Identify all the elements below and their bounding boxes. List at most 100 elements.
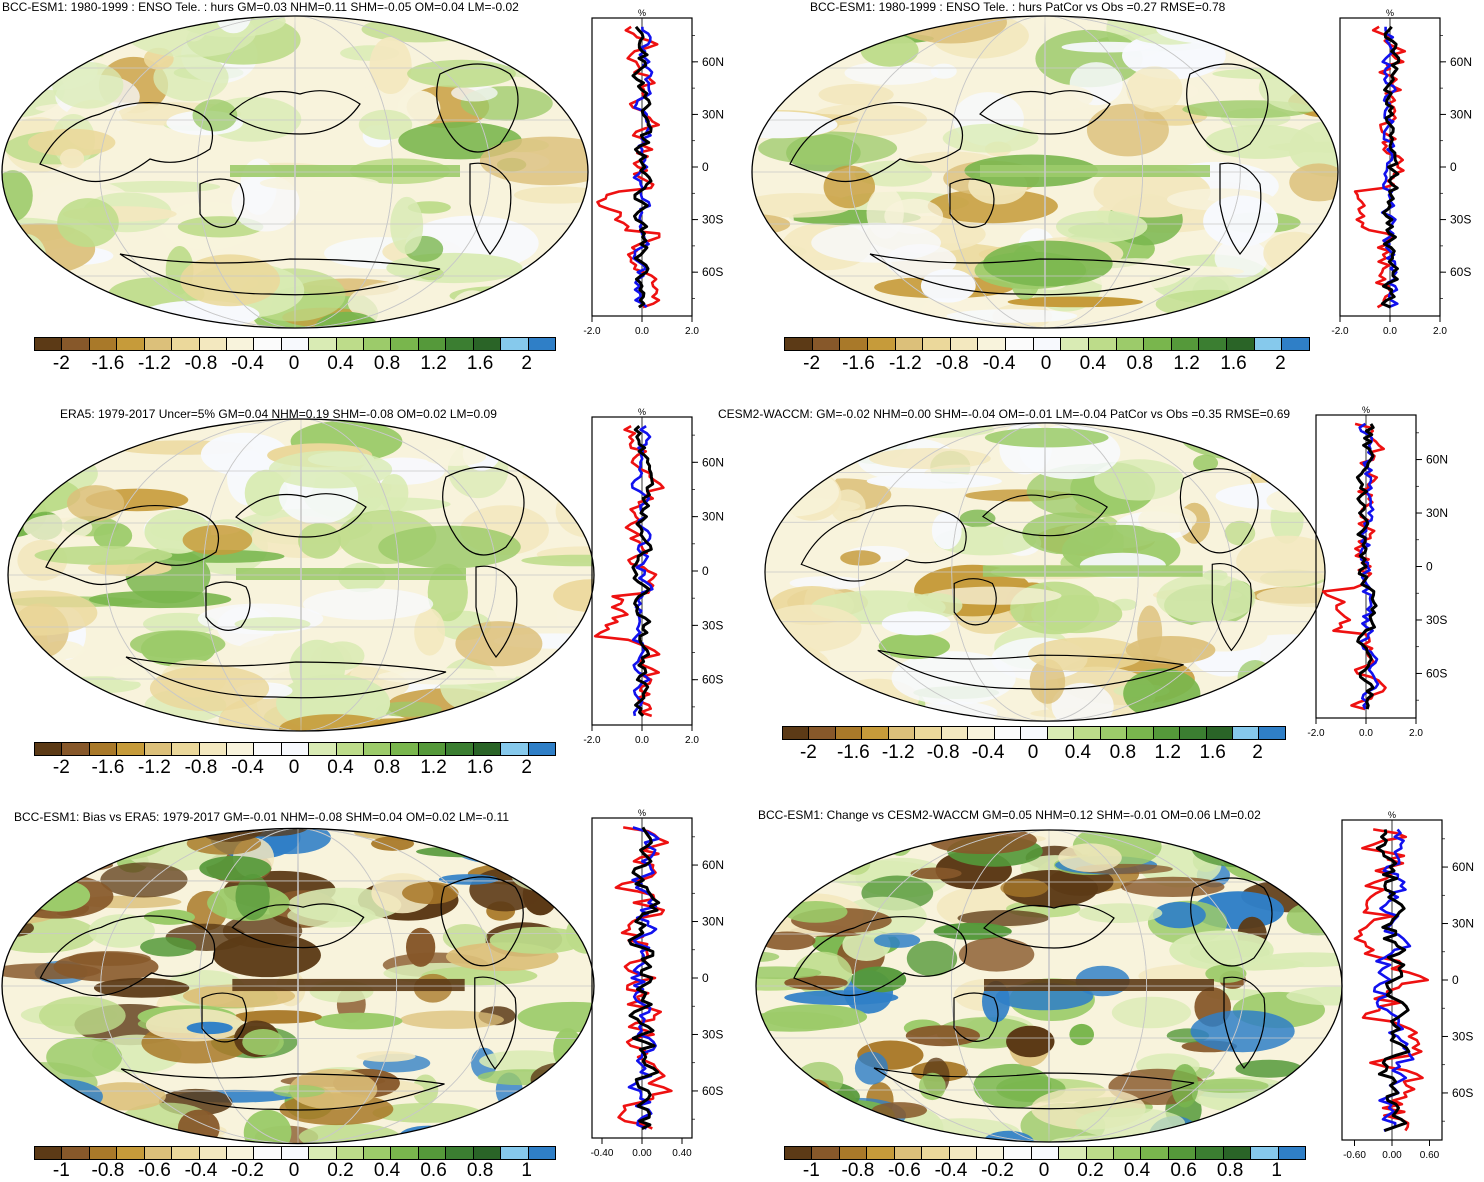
colorbar-swatch [968,727,995,739]
panel-title: BCC-ESM1: Bias vs ERA5: 1979-2017 GM=-0.… [14,810,509,824]
svg-text:30S: 30S [702,213,723,227]
colorbar-swatch [501,743,529,755]
colorbar-swatch [309,338,337,350]
colorbar-tick-label: -0.8 [935,353,969,374]
svg-text:60S: 60S [702,1084,723,1098]
colorbar-tick-label: 1.6 [1220,353,1247,374]
panel-bcc-enso: BCC-ESM1: 1980-1999 : ENSO Tele. : hurs … [0,0,742,393]
colorbar-tick-label: -0.4 [231,757,264,778]
colorbar-swatch [867,1147,895,1159]
colorbar-swatch [1206,727,1233,739]
colorbar-swatch [1047,727,1075,739]
svg-text:%: % [1386,8,1394,18]
colorbar-swatch [144,743,173,755]
colorbar-tick-label: -0.2 [231,1160,264,1181]
colorbar-tick-label: -1.6 [842,353,875,374]
colorbar-tick-label: 0.8 [373,353,401,374]
colorbar-swatch [1223,1147,1252,1159]
colorbar-tick-label: 0.4 [1079,353,1107,374]
colorbar-swatch [915,727,942,739]
colorbar [34,1146,556,1160]
colorbar-tick-label: -1.2 [138,353,171,374]
colorbar-swatch [144,1147,173,1159]
svg-text:0.00: 0.00 [1382,1150,1402,1161]
colorbar-swatch [835,727,863,739]
svg-text:0.0: 0.0 [635,326,649,337]
colorbar-tick-label: 0 [288,757,300,778]
colorbar-swatch [812,338,841,350]
colorbar-tick-label: 0.4 [373,1160,401,1181]
robinson-map [764,422,1326,722]
colorbar-swatch [35,1147,63,1159]
colorbar-tick-label: -1.6 [91,757,125,778]
colorbar-swatch [1100,727,1128,739]
colorbar-swatch [785,1147,813,1159]
colorbar-tick-label: -0.2 [981,1160,1014,1181]
colorbar-swatch [1171,338,1200,350]
robinson-map [1,15,589,329]
colorbar-swatch [226,743,255,755]
svg-text:30N: 30N [702,107,724,121]
colorbar-swatch [949,1147,977,1159]
svg-text:60N: 60N [1452,860,1474,874]
panel-era5: ERA5: 1979-2017 Uncer=5% GM=0.04 NHM=0.1… [0,393,742,786]
colorbar-tick-label: 1.2 [420,353,447,374]
svg-text:%: % [638,8,646,18]
zonal-mean-profile: % -2.0 0.0 2.0 60N 30N 0 30S 60S [583,407,724,746]
colorbar-tick-label: 0 [288,353,300,374]
colorbar-tick-label: 1.2 [420,757,447,778]
colorbar-tick-label: -1 [802,1160,820,1181]
panel-title: BCC-ESM1: Change vs CESM2-WACCM GM=0.05 … [758,808,1261,822]
colorbar-tick-label: 0 [288,1160,300,1181]
svg-text:0.60: 0.60 [1420,1150,1440,1161]
colorbar-swatch [1116,338,1145,350]
colorbar-swatch [1153,727,1181,739]
colorbar-swatch [89,338,118,350]
colorbar-tick-label: 0.8 [1109,742,1137,763]
colorbar-tick-label: 0.4 [327,757,354,778]
colorbar-swatch [281,1147,310,1159]
colorbar-swatch [528,1147,556,1159]
svg-text:60S: 60S [1452,1086,1473,1100]
colorbar-swatch [1259,727,1285,739]
colorbar-swatch [391,743,419,755]
panel-title: BCC-ESM1: 1980-1999 : ENSO Tele. : hurs … [810,0,1226,14]
colorbar-tick-label: 1 [521,1160,532,1181]
colorbar-tick-label: -2 [803,353,821,374]
colorbar-swatch [446,338,474,350]
colorbar-tick-label: 0.2 [327,1160,354,1181]
colorbar-swatch [1004,1147,1032,1159]
colorbar-swatch [941,727,969,739]
colorbar-swatch [1199,338,1227,350]
colorbar-swatch [501,338,529,350]
colorbar-tick-label: -0.4 [231,353,264,374]
svg-text:30S: 30S [1450,213,1471,227]
colorbar-swatch [62,338,90,350]
colorbar-tick-label: -2 [799,742,817,763]
colorbar-tick-label: -0.6 [888,1160,921,1181]
colorbar-swatch [281,338,310,350]
svg-text:0: 0 [1426,560,1433,574]
colorbar-swatch [1227,338,1255,350]
colorbar-swatch [281,743,310,755]
svg-text:0.0: 0.0 [1359,728,1373,739]
colorbar [34,337,556,351]
colorbar-swatch [226,338,255,350]
svg-text:%: % [638,808,646,818]
colorbar-swatch [1180,727,1207,739]
colorbar-swatch [473,338,502,350]
colorbar-tick-label: -2 [52,353,70,374]
svg-text:2.0: 2.0 [1409,728,1423,739]
colorbar-tick-label: -0.4 [934,1160,968,1181]
colorbar-tick-label: 0.4 [327,353,354,374]
colorbar-tick-label: -1 [52,1160,70,1181]
svg-text:-2.0: -2.0 [583,735,601,746]
zonal-mean-profile: % -0.40 0.00 0.40 60N 30N 0 30S 60S [591,808,724,1159]
colorbar-tick-label: 2 [521,353,532,374]
colorbar-tick-label: -1.6 [836,742,870,763]
colorbar-tick-label: 0.8 [1126,353,1153,374]
colorbar-swatch [62,1147,90,1159]
colorbar-swatch [978,338,1006,350]
colorbar-swatch [867,338,896,350]
colorbar-swatch [199,1147,227,1159]
